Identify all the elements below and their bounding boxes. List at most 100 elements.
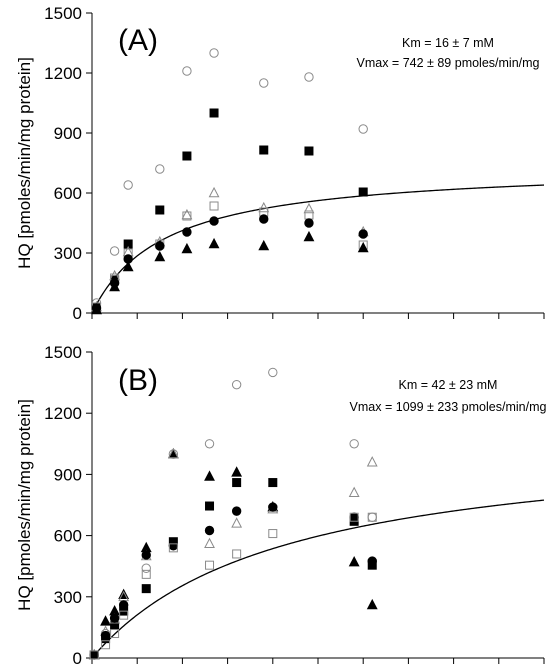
open-circle-point	[182, 66, 192, 76]
filled-square-point	[232, 478, 242, 488]
filled-triangle-point	[100, 615, 111, 626]
y-tick-label: 900	[54, 465, 82, 484]
filled-circle-point	[349, 512, 359, 522]
open-triangle-point	[303, 202, 315, 214]
panel-label: (B)	[118, 364, 158, 397]
y-tick-label: 600	[54, 184, 82, 203]
y-axis-label: HQ [pmoles/min/mg protein]	[15, 399, 34, 611]
filled-circle-point	[268, 502, 278, 512]
filled-circle-point	[155, 241, 165, 251]
filled-circle-point	[100, 630, 111, 641]
open-triangle-point	[167, 447, 179, 459]
open-circle-point	[358, 124, 368, 134]
y-tick-label: 900	[54, 124, 82, 143]
vmax-annotation: Vmax = 1099 ± 233 pmoles/min/mg	[350, 400, 547, 414]
filled-triangle-point	[91, 303, 102, 315]
open-square-point	[209, 201, 219, 211]
filled-square-point	[358, 187, 368, 197]
filled-circle-point	[231, 506, 242, 516]
filled-circle-point	[209, 216, 219, 226]
filled-triangle-point	[122, 260, 134, 272]
open-circle-point	[231, 379, 242, 390]
y-tick-label: 1500	[44, 343, 82, 362]
filled-triangle-point	[231, 466, 243, 477]
filled-square-point	[268, 478, 278, 488]
filled-triangle-point	[167, 447, 179, 459]
open-square-point	[110, 629, 120, 639]
open-square-point	[349, 512, 359, 522]
panel-a: 0 300 600 900 1200 1500 HQ [pmoles/min/mg prot…	[15, 4, 545, 323]
y-axis-label: HQ [pmoles/min/mg protein]	[15, 57, 34, 269]
y-tick-label: 600	[54, 527, 82, 546]
open-square-point	[182, 211, 192, 221]
open-square-point	[367, 512, 377, 522]
filled-triangle-point	[154, 250, 166, 262]
open-circle-point	[204, 439, 215, 449]
filled-triangle-point	[181, 242, 193, 254]
filled-triangle-point	[348, 556, 360, 567]
filled-square-point	[155, 205, 165, 215]
open-circle-point	[123, 180, 133, 190]
filled-circle-point	[118, 600, 129, 610]
filled-triangle-point	[208, 237, 220, 249]
open-triangle-point	[204, 537, 215, 549]
open-circle-point	[304, 72, 314, 82]
y-tick-label: 1200	[44, 64, 82, 83]
filled-triangle-point	[366, 598, 378, 610]
y-tick-label: 300	[54, 588, 82, 607]
open-square-point	[168, 543, 178, 553]
filled-square-point	[259, 145, 269, 155]
open-circle-point	[268, 367, 278, 378]
filled-circle-point	[367, 556, 377, 566]
open-square-point	[232, 549, 242, 559]
filled-circle-point	[109, 613, 120, 623]
y-tick-label: 0	[73, 649, 82, 668]
fit-curve	[91, 184, 545, 314]
filled-circle-point	[304, 218, 314, 228]
filled-square-point	[182, 151, 192, 161]
filled-triangle-point	[303, 230, 315, 242]
open-square-point	[268, 529, 278, 539]
filled-circle-point	[204, 525, 215, 536]
open-triangle-point	[208, 186, 220, 198]
km-annotation: Km = 42 ± 23 mM	[399, 378, 498, 392]
open-circle-point	[109, 246, 120, 256]
vmax-annotation: Vmax = 742 ± 89 pmoles/min/mg	[357, 56, 540, 70]
filled-circle-point	[182, 227, 192, 237]
filled-square-point	[209, 108, 219, 118]
fit-curve	[91, 499, 545, 659]
filled-circle-point	[141, 550, 151, 560]
filled-triangle-point	[357, 241, 369, 253]
filled-circle-point	[89, 650, 99, 660]
open-triangle-point	[258, 201, 270, 213]
y-tick-label: 1200	[44, 404, 82, 423]
open-circle-point	[209, 48, 219, 58]
km-annotation: Km = 16 ± 7 mM	[402, 36, 494, 50]
filled-circle-point	[168, 541, 179, 551]
filled-square-point	[205, 501, 215, 511]
filled-circle-point	[259, 214, 269, 224]
open-square-point	[141, 569, 151, 579]
open-triangle-point	[181, 208, 193, 220]
y-tick-label: 1500	[44, 4, 82, 23]
panel-label: (A)	[118, 24, 158, 57]
open-square-point	[89, 650, 99, 660]
open-square-point	[304, 210, 314, 220]
y-tick-label: 0	[73, 304, 82, 323]
filled-triangle-point	[109, 280, 121, 292]
open-circle-point	[259, 78, 269, 88]
filled-square-point	[141, 584, 151, 594]
filled-circle-point	[358, 229, 368, 239]
filled-triangle-point	[204, 470, 215, 481]
open-circle-point	[367, 512, 377, 522]
y-tick-label: 300	[54, 244, 82, 263]
open-circle-point	[155, 164, 165, 174]
open-triangle-point	[348, 486, 360, 498]
open-square-point	[101, 640, 111, 650]
open-square-point	[205, 560, 215, 570]
panel-b: 0 300 600 900 1200 1500 HQ [pmoles/min/mg prot…	[15, 343, 546, 668]
open-circle-point	[349, 439, 359, 449]
open-triangle-point	[366, 456, 378, 467]
filled-triangle-point	[258, 239, 270, 251]
